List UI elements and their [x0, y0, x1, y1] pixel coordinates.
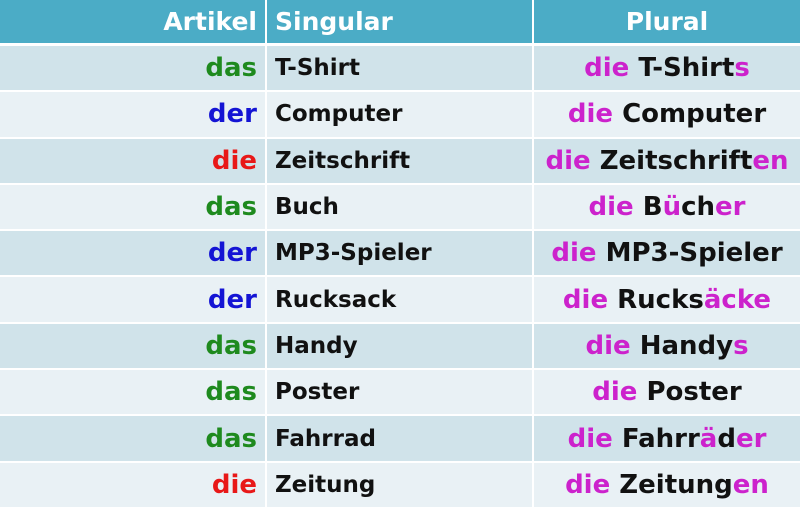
article-word: die — [211, 469, 257, 500]
plural-cell: die Zeitung en — [534, 462, 800, 509]
plural-stem: Rucks — [617, 284, 704, 315]
plural-stem: Fahrr — [621, 423, 700, 454]
plural-ending: er — [715, 192, 746, 223]
plural-cell: die Fahrr ä d er — [534, 416, 800, 463]
plural-article: die — [585, 330, 631, 361]
article-word: das — [205, 192, 257, 223]
article-word: das — [205, 330, 257, 361]
plural-article: die — [545, 145, 591, 176]
plural-cell: die Poster — [534, 370, 800, 417]
plural-stem: Zeitschrift — [599, 145, 753, 176]
article-word: der — [207, 99, 257, 130]
article-cell: das — [0, 416, 267, 463]
plural-ending: en — [752, 145, 789, 176]
plural-stem: B — [642, 192, 663, 223]
article-cell: das — [0, 370, 267, 417]
article-cell: der — [0, 231, 267, 278]
plural-stem-rest: d — [717, 423, 736, 454]
article-cell: der — [0, 92, 267, 139]
plural-umlaut: äcke — [703, 284, 772, 315]
article-word: das — [205, 377, 257, 408]
plural-article: die — [567, 99, 614, 130]
singular-cell: Fahrrad — [267, 416, 534, 463]
plural-ending: en — [732, 469, 769, 500]
plural-stem: T-Shirt — [638, 53, 735, 84]
plural-article: die — [562, 284, 609, 315]
article-cell: die — [0, 138, 267, 185]
plural-cell: die Computer — [534, 92, 800, 139]
plural-article: die — [592, 377, 638, 408]
plural-stem: Computer — [622, 99, 767, 130]
singular-cell: T-Shirt — [267, 46, 534, 93]
singular-cell: Zeitung — [267, 462, 534, 509]
article-cell: die — [0, 462, 267, 509]
article-cell: das — [0, 46, 267, 93]
plural-stem: Handy — [639, 330, 734, 361]
article-word: die — [211, 145, 257, 176]
plural-ending: er — [735, 423, 767, 454]
singular-cell: Zeitschrift — [267, 138, 534, 185]
plural-ending: s — [733, 330, 749, 361]
article-word: das — [205, 423, 257, 454]
header-plural: Plural — [534, 0, 800, 46]
plural-ending: s — [734, 53, 750, 84]
plural-article: die — [588, 192, 634, 223]
plural-cell: die Handy s — [534, 323, 800, 371]
plural-umlaut: ä — [699, 423, 718, 454]
plural-cell: die Rucks äcke — [534, 277, 800, 324]
singular-cell: Rucksack — [267, 277, 534, 324]
singular-cell: Poster — [267, 370, 534, 417]
singular-cell: Buch — [267, 184, 534, 232]
header-singular: Singular — [267, 0, 534, 46]
singular-cell: MP3-Spieler — [267, 231, 534, 278]
plural-umlaut: ü — [662, 192, 682, 223]
singular-cell: Computer — [267, 92, 534, 139]
plural-article: die — [567, 423, 613, 454]
article-word: das — [205, 53, 257, 84]
article-cell: das — [0, 323, 267, 371]
plural-stem-rest: ch — [681, 192, 716, 223]
singular-cell: Handy — [267, 323, 534, 371]
article-cell: das — [0, 184, 267, 232]
article-word: der — [207, 238, 257, 269]
article-cell: der — [0, 277, 267, 324]
article-word: der — [207, 284, 257, 315]
plural-cell: die Zeitschrift en — [534, 138, 800, 185]
plural-stem: Poster — [646, 377, 742, 408]
plural-cell: die MP3-Spieler — [534, 231, 800, 278]
plural-stem: MP3-Spieler — [605, 238, 783, 269]
plural-article: die — [565, 469, 611, 500]
plural-cell: die T-Shirt s — [534, 46, 800, 93]
plural-article: die — [584, 53, 630, 84]
plural-stem: Zeitung — [619, 469, 733, 500]
plural-article: die — [551, 238, 597, 269]
header-artikel: Artikel — [0, 0, 267, 46]
